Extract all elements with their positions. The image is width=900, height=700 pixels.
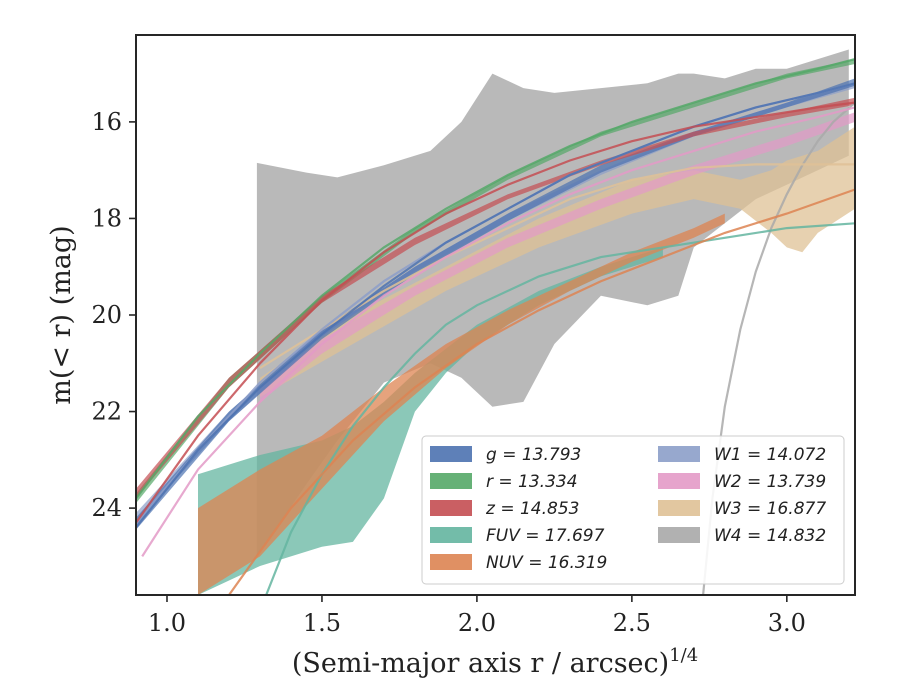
y-axis-title: m(< r) (mag) xyxy=(46,225,77,404)
fit-line-w3 xyxy=(259,163,855,370)
legend: g = 13.793 r = 13.334 z = 14.853 FUV = 17.6… xyxy=(421,435,845,585)
legend-swatch xyxy=(430,527,472,543)
band-w3 xyxy=(260,126,855,398)
legend-swatch xyxy=(430,473,472,489)
legend-item-z: z = 14.853 xyxy=(430,499,579,519)
y-tick-label: 22 xyxy=(91,398,122,426)
band-fuv xyxy=(198,247,663,595)
legend-swatch xyxy=(658,500,700,516)
legend-item-nuv: NUV = 16.319 xyxy=(430,553,607,573)
legend-swatch xyxy=(658,527,700,543)
y-tick-label: 18 xyxy=(91,204,122,232)
legend-swatch xyxy=(430,446,472,462)
x-tick-label: 1.5 xyxy=(303,609,341,637)
y-tick-label: 16 xyxy=(91,108,122,136)
fit-line-nuv xyxy=(228,188,855,595)
y-tick-label: 24 xyxy=(91,494,122,522)
legend-swatch xyxy=(658,473,700,489)
band-w2 xyxy=(260,112,855,402)
legend-swatch xyxy=(658,446,700,462)
legend-label: r = 13.334 xyxy=(486,472,578,492)
y-axis-ticks: 16 18 20 22 24 xyxy=(91,108,136,522)
legend-swatch xyxy=(430,500,472,516)
legend-box xyxy=(421,435,845,585)
legend-swatch xyxy=(430,554,472,570)
x-tick-label: 3.0 xyxy=(768,609,806,637)
band-nuv xyxy=(198,213,725,595)
fit-line-w2 xyxy=(141,106,855,557)
y-tick-label: 20 xyxy=(91,301,122,329)
legend-label: W3 = 16.877 xyxy=(714,499,826,519)
x-tick-label: 1.0 xyxy=(148,609,186,637)
legend-item-w3: W3 = 16.877 xyxy=(658,499,826,519)
legend-item-w4: W4 = 14.832 xyxy=(658,526,826,546)
legend-label: g = 13.793 xyxy=(486,445,581,465)
legend-label: W2 = 13.739 xyxy=(714,472,826,492)
legend-label: NUV = 16.319 xyxy=(486,553,607,573)
fit-line-r xyxy=(136,58,855,500)
legend-label: z = 14.853 xyxy=(485,499,579,519)
fit-line-fuv xyxy=(265,222,855,595)
legend-item-w2: W2 = 13.739 xyxy=(658,472,826,492)
x-axis-title: (Semi-major axis r / arcsec)1/4 xyxy=(292,645,698,679)
legend-item-g: g = 13.793 xyxy=(430,445,581,465)
legend-label: FUV = 17.697 xyxy=(486,526,605,546)
legend-label: W4 = 14.832 xyxy=(714,526,826,546)
fit-line-z xyxy=(136,101,855,524)
x-tick-label: 2.0 xyxy=(458,609,496,637)
legend-item-fuv: FUV = 17.697 xyxy=(430,526,605,546)
x-tick-label: 2.5 xyxy=(613,609,651,637)
legend-label: W1 = 14.072 xyxy=(714,445,826,465)
legend-item-w1: W1 = 14.072 xyxy=(658,445,826,465)
legend-item-r: r = 13.334 xyxy=(430,472,578,492)
x-axis-ticks: 1.0 1.5 2.0 2.5 3.0 xyxy=(148,595,806,637)
fit-line-g xyxy=(136,82,855,529)
